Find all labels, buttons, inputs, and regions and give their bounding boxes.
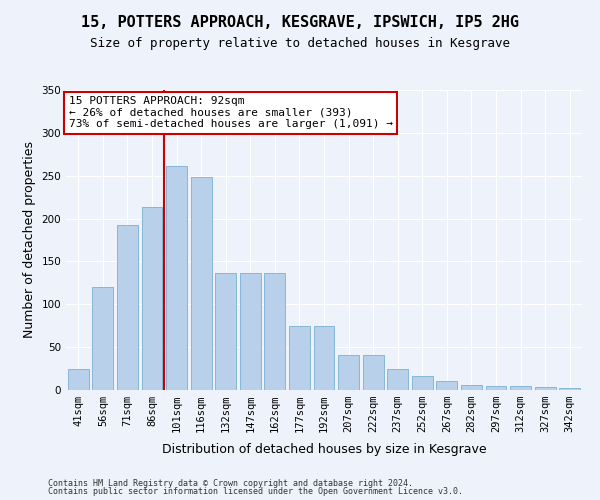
Bar xyxy=(412,376,433,390)
Bar xyxy=(142,206,163,390)
Bar xyxy=(215,274,236,390)
Bar xyxy=(436,382,457,390)
Bar xyxy=(191,178,212,390)
Bar xyxy=(92,287,113,390)
Text: 15, POTTERS APPROACH, KESGRAVE, IPSWICH, IP5 2HG: 15, POTTERS APPROACH, KESGRAVE, IPSWICH,… xyxy=(81,15,519,30)
Text: Contains public sector information licensed under the Open Government Licence v3: Contains public sector information licen… xyxy=(48,487,463,496)
Bar xyxy=(485,386,506,390)
Bar xyxy=(289,326,310,390)
Text: Size of property relative to detached houses in Kesgrave: Size of property relative to detached ho… xyxy=(90,38,510,51)
Bar xyxy=(535,388,556,390)
Bar xyxy=(461,385,482,390)
Bar xyxy=(240,274,261,390)
Bar xyxy=(387,368,408,390)
Bar xyxy=(510,386,531,390)
Bar xyxy=(362,355,383,390)
Y-axis label: Number of detached properties: Number of detached properties xyxy=(23,142,36,338)
Text: Contains HM Land Registry data © Crown copyright and database right 2024.: Contains HM Land Registry data © Crown c… xyxy=(48,478,413,488)
Bar xyxy=(117,224,138,390)
X-axis label: Distribution of detached houses by size in Kesgrave: Distribution of detached houses by size … xyxy=(161,444,487,456)
Text: 15 POTTERS APPROACH: 92sqm
← 26% of detached houses are smaller (393)
73% of sem: 15 POTTERS APPROACH: 92sqm ← 26% of deta… xyxy=(68,96,392,129)
Bar xyxy=(68,370,89,390)
Bar xyxy=(314,326,334,390)
Bar xyxy=(338,355,359,390)
Bar xyxy=(265,274,286,390)
Bar xyxy=(559,388,580,390)
Bar xyxy=(166,166,187,390)
